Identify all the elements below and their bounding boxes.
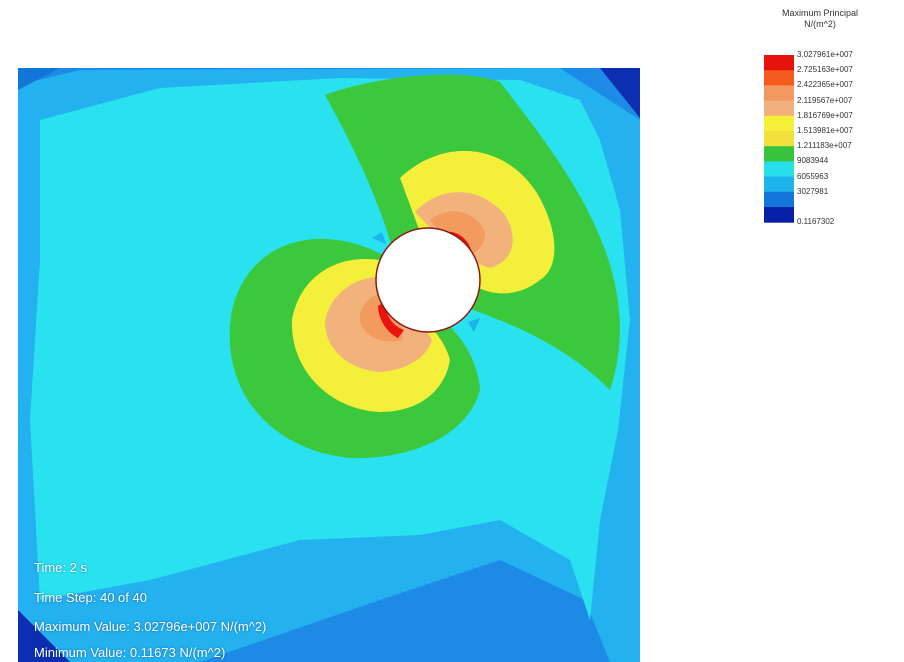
legend-label: 3027981 — [797, 186, 829, 196]
legend-label: 6055963 — [797, 171, 829, 181]
legend-label: 3.027961e+007 — [797, 50, 853, 59]
legend-label: 0.1167302 — [797, 217, 835, 227]
contour-fleck — [468, 318, 480, 332]
contour-corner-bottom-left — [18, 610, 70, 662]
legend-swatch — [764, 131, 794, 147]
max-value-readout: Maximum Value: 3.02796e+007 N/(m^2) — [34, 619, 267, 634]
legend-swatch — [764, 176, 794, 193]
central-hole — [375, 227, 481, 333]
contour-corner-top-left — [18, 68, 60, 90]
contour-orange-upper-right — [430, 211, 485, 255]
legend-label: 9083944 — [797, 156, 829, 166]
time-step-readout: Time Step: 40 of 40 — [34, 590, 147, 605]
legend-label: 1.211183e+007 — [797, 141, 852, 151]
legend-swatch — [764, 55, 794, 71]
legend-color-bar — [764, 55, 794, 223]
legend-label: 1.816769e+007 — [797, 110, 853, 120]
legend-label: 2.119567e+007 — [797, 95, 853, 105]
legend-title: Maximum Principal — [781, 8, 859, 18]
legend-swatch — [764, 85, 794, 102]
time-readout: Time: 2 s — [34, 560, 87, 575]
legend-swatch — [764, 100, 794, 117]
min-value-readout: Minimum Value: 0.11673 N/(m^2) — [34, 645, 226, 660]
legend-label: 1.513981e+007 — [797, 126, 853, 135]
contour-fleck — [372, 232, 386, 244]
legend-swatch — [764, 161, 794, 178]
legend-swatch — [764, 70, 794, 86]
legend-label: 2.422365e+007 — [797, 80, 853, 90]
contour-corner-top-right — [600, 68, 640, 118]
legend-unit: N/(m^2) — [804, 19, 836, 29]
contour-red-peak-lower — [378, 302, 404, 338]
legend-swatch — [764, 207, 794, 223]
legend-swatch — [764, 191, 794, 208]
legend-swatch — [764, 115, 794, 132]
legend-swatch — [764, 146, 794, 162]
contour-field — [18, 68, 640, 662]
legend-label: 2.725163e+007 — [797, 65, 853, 75]
